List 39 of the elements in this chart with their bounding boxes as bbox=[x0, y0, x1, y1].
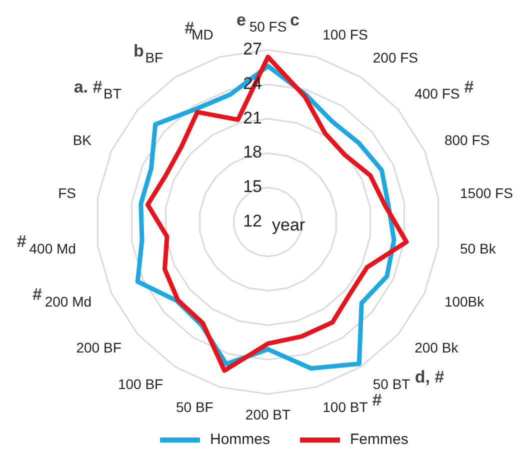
spoke-label: 400 Md bbox=[29, 240, 76, 256]
text: year bbox=[272, 215, 306, 234]
y-tick-label: 15 bbox=[243, 177, 262, 196]
y-tick-label: 12 bbox=[243, 211, 262, 230]
spoke-label: 200 FS bbox=[372, 50, 418, 66]
y-tick-label: 24 bbox=[243, 74, 262, 93]
legend-label: Hommes bbox=[210, 430, 270, 448]
y-tick-label: 18 bbox=[243, 142, 262, 162]
text: e bbox=[236, 10, 246, 30]
spoke-label: BK bbox=[72, 132, 92, 148]
text: d, # bbox=[414, 368, 444, 387]
spoke-label: FS bbox=[58, 185, 76, 202]
y-tick-label: 21 bbox=[243, 108, 262, 128]
spoke-label: 800 FS bbox=[444, 132, 490, 148]
spoke-label: 200 BT bbox=[245, 406, 292, 423]
spoke-label: 100Bk bbox=[444, 293, 486, 310]
text: # bbox=[464, 77, 474, 96]
spoke-label: 1500 FS bbox=[460, 185, 513, 202]
spoke-label: 50 BT bbox=[372, 376, 411, 392]
spoke-label: 100 FS bbox=[322, 26, 368, 43]
spoke-label: BF bbox=[145, 50, 164, 66]
spoke-label: BT bbox=[103, 86, 122, 102]
spoke-label: 100 BT bbox=[322, 398, 368, 415]
text: c bbox=[290, 10, 300, 30]
spoke-label: 100 BF bbox=[118, 376, 164, 392]
text: # bbox=[16, 232, 26, 252]
text: a. # bbox=[74, 77, 102, 96]
spoke-label: 200 Md bbox=[44, 293, 92, 310]
text: b bbox=[134, 41, 144, 60]
spoke-label: 400 FS bbox=[414, 86, 460, 102]
spoke-label: 50 FS bbox=[249, 18, 287, 35]
text: # bbox=[32, 285, 42, 304]
legend-label: Femmes bbox=[350, 430, 408, 448]
text: # bbox=[372, 390, 382, 410]
spoke-label: 50 BF bbox=[176, 398, 214, 415]
spoke-label: 200 BF bbox=[76, 340, 122, 356]
spoke-label: 200 Bk bbox=[414, 340, 460, 356]
y-tick-label: 27 bbox=[243, 39, 262, 58]
spoke-label: 50 Bk bbox=[460, 240, 497, 256]
